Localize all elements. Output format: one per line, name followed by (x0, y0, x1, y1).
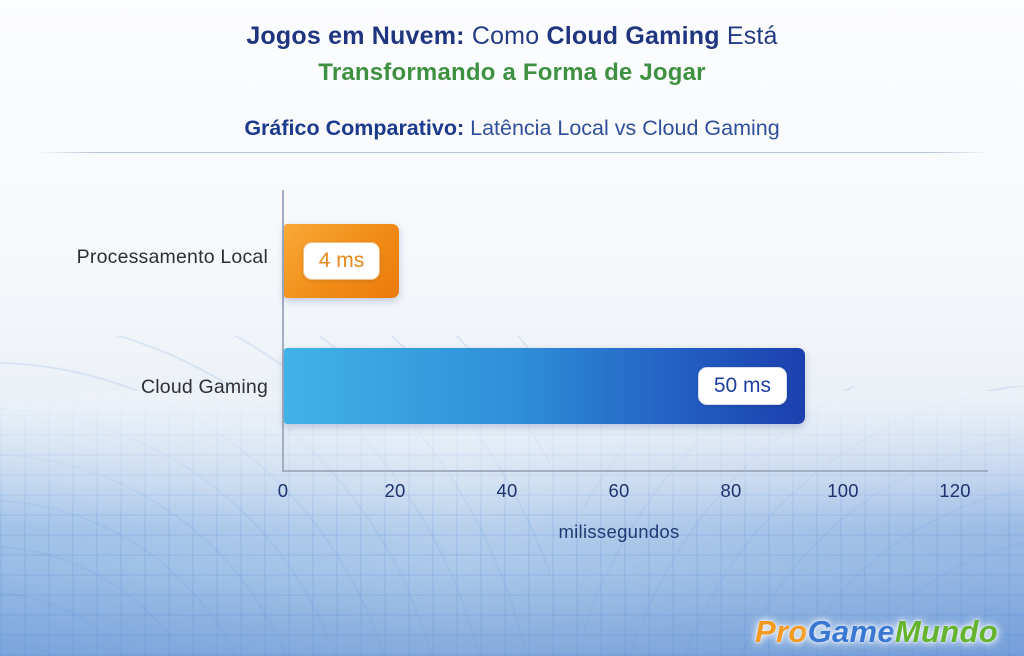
value-label-local: 4 ms (302, 241, 381, 281)
category-label-processamento-local: Processamento Local (76, 246, 268, 268)
logo-part-game: Game (807, 614, 895, 649)
title-part: Está (719, 22, 778, 50)
logo-part-mundo: Mundo (894, 614, 998, 649)
y-axis-line (282, 190, 284, 472)
title-part: Como (464, 22, 547, 50)
title-part-bold: Jogos em Nuvem: (246, 22, 465, 50)
tick-label-60: 60 (608, 480, 630, 501)
progamemundo-logo: ProGameMundo (755, 614, 998, 650)
x-axis-title: milissegundos (558, 521, 680, 542)
category-label-cloud-gaming: Cloud Gaming (140, 376, 268, 398)
tick-label-20: 20 (384, 480, 406, 501)
logo-part-pro: Pro (754, 614, 808, 649)
chart-subtitle-bold: Gráfico Comparativo: (244, 116, 465, 140)
tick-label-120: 120 (939, 480, 971, 501)
value-label-cloud: 50 ms (697, 366, 787, 406)
chart-subtitle: Gráfico Comparativo: Latência Local vs C… (0, 116, 1024, 141)
x-axis-ticks: 0 20 40 60 80 100 120 (0, 480, 1024, 504)
chart-subtitle-rest: Latência Local vs Cloud Gaming (464, 116, 780, 140)
tick-label-80: 80 (720, 480, 742, 501)
title-part-bold: Cloud Gaming (546, 22, 720, 50)
tick-label-100: 100 (827, 480, 859, 501)
tick-label-0: 0 (277, 480, 289, 501)
main-title-line1: Jogos em Nuvem: Como Cloud Gaming Está (0, 22, 1024, 51)
x-axis-line (282, 470, 988, 472)
subtitle-divider-line (38, 152, 990, 153)
tick-label-40: 40 (496, 480, 518, 501)
bar-processamento-local: 4 ms (284, 224, 399, 298)
main-title-line2: Transformando a Forma de Jogar (318, 59, 706, 86)
bar-cloud-gaming: 50 ms (284, 348, 805, 424)
